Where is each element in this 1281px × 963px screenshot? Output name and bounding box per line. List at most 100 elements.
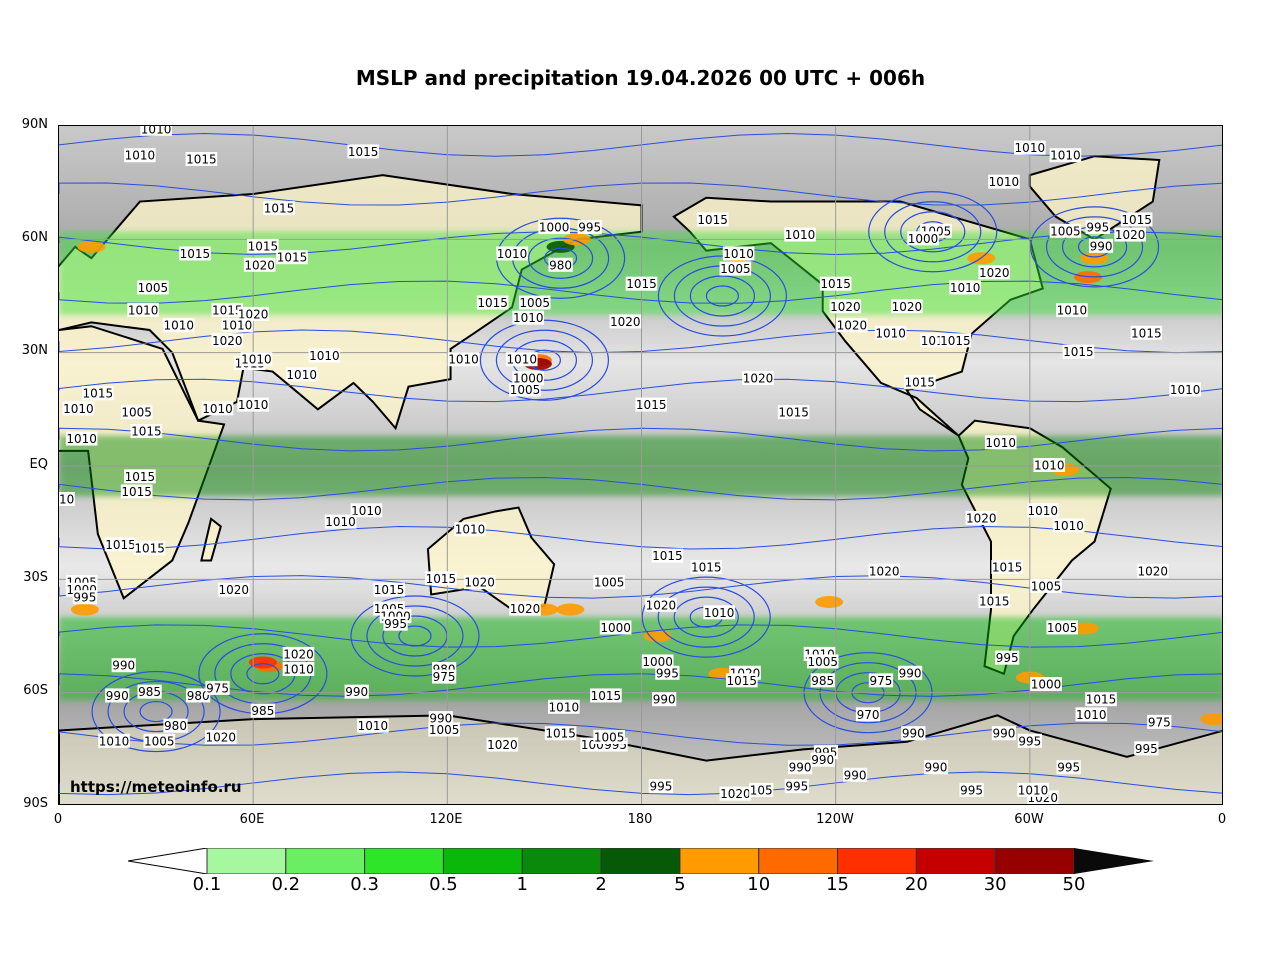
isobar-label-bg bbox=[143, 733, 176, 748]
isobar-label: 995 bbox=[996, 651, 1019, 665]
isobar-label: 1020 bbox=[212, 334, 243, 348]
isobar-label-bg bbox=[777, 405, 810, 420]
isobar-label-bg bbox=[1017, 782, 1049, 797]
isobar-label: 995 bbox=[960, 783, 983, 797]
isobar-label: 1000 bbox=[539, 221, 570, 235]
isobar-contour bbox=[900, 211, 966, 253]
isobar-label: 1015 bbox=[697, 213, 728, 227]
isobar-label: 1005 bbox=[138, 281, 169, 295]
isobar-label-bg bbox=[1120, 212, 1153, 227]
colorbar-label: 20 bbox=[904, 874, 928, 895]
isobar-label: 1010 bbox=[325, 515, 356, 529]
isobar-contour bbox=[657, 586, 755, 648]
lon-label-120e: 120E bbox=[429, 812, 463, 827]
isobar-label-bg bbox=[486, 737, 519, 752]
isobar-label: 1005 bbox=[144, 734, 175, 748]
isobar-label-bg bbox=[1169, 382, 1201, 397]
isobar-label-bg bbox=[347, 144, 379, 159]
isobar-label-bg bbox=[1017, 733, 1042, 748]
isobar-label: 1010 bbox=[1034, 459, 1065, 473]
isobar-label: 1010 bbox=[222, 319, 253, 333]
isobar-label-bg bbox=[179, 246, 211, 261]
isobar-line bbox=[59, 231, 1222, 255]
isobar-label: 1020 bbox=[238, 307, 269, 321]
isobar-label: 1020 bbox=[646, 598, 677, 612]
precip-cell bbox=[556, 603, 585, 616]
isobar-label-bg bbox=[137, 280, 169, 295]
isobar-label: 1020 bbox=[218, 583, 249, 597]
isobar-label: 1020 bbox=[830, 300, 861, 314]
isobar-label: 1010 bbox=[1053, 519, 1084, 533]
isobar-label: 1020 bbox=[510, 602, 541, 616]
isobar-label: 1015 bbox=[212, 304, 243, 318]
isobar-label: 1005 bbox=[720, 262, 751, 276]
isobar-label-bg bbox=[1114, 227, 1146, 242]
isobar-label: 1015 bbox=[905, 375, 936, 389]
isobar-label-bg bbox=[1049, 223, 1082, 238]
isobar-label-bg bbox=[509, 382, 541, 397]
isobar-label-bg bbox=[59, 492, 75, 506]
isobar-label: 975 bbox=[206, 681, 229, 695]
isobar-label: 1010 bbox=[238, 398, 269, 412]
isobar-label: 1005 bbox=[429, 723, 460, 737]
isobar-label-bg bbox=[978, 265, 1011, 280]
isobar-label: 105 bbox=[750, 783, 773, 797]
isobar-label-bg bbox=[635, 397, 668, 412]
isobar-label-bg bbox=[652, 692, 677, 707]
isobar-label: 1005 bbox=[594, 731, 625, 745]
isobar-label: 1010 bbox=[875, 326, 906, 340]
isobar-label: 1010 bbox=[1050, 149, 1081, 163]
isobar-label-bg bbox=[749, 782, 774, 797]
isobar-label: 990 bbox=[925, 761, 948, 775]
isobar-line bbox=[59, 427, 1222, 452]
lon-label-0: 0 bbox=[53, 812, 63, 827]
isobar-label: 1015 bbox=[83, 387, 114, 401]
isobar-label-bg bbox=[593, 575, 625, 590]
isobar-label-bg bbox=[810, 673, 835, 688]
isobar-label: 1015 bbox=[1063, 345, 1094, 359]
isobar-label-bg bbox=[463, 575, 496, 590]
continent-madagascar bbox=[200, 517, 222, 562]
isobar-contour bbox=[1029, 206, 1160, 288]
isobar-label: 995 bbox=[1057, 761, 1080, 775]
isobar-label: 1020 bbox=[206, 731, 237, 745]
isobar-label-bg bbox=[357, 718, 389, 733]
isobar-label: 995 bbox=[656, 666, 679, 680]
isobar-label: 1015 bbox=[1086, 693, 1117, 707]
isobar-contour bbox=[689, 275, 756, 317]
isobar-label-bg bbox=[237, 397, 269, 412]
isobar-label-bg bbox=[1046, 620, 1078, 635]
isobar-label-bg bbox=[590, 688, 622, 703]
isobar-label: 1010 bbox=[283, 663, 314, 677]
isobar-contour bbox=[884, 201, 982, 263]
map-panel[interactable]: 1010 1010 1015 1015 1015 1015 1015 1020 1015 1005… bbox=[58, 125, 1223, 805]
precip-cell bbox=[546, 240, 575, 253]
isobar-label-bg bbox=[185, 152, 218, 166]
isobar-label: 1005 bbox=[1031, 579, 1062, 593]
isobar-label: 1015 bbox=[979, 595, 1010, 609]
isobar-label: 1015 bbox=[134, 542, 165, 556]
precipitation-colorbar bbox=[128, 848, 1154, 874]
isobar-label: 1005 bbox=[510, 383, 541, 397]
colorbar-label: 2 bbox=[595, 874, 607, 895]
isobar-contour bbox=[641, 576, 771, 658]
isobar-label-bg bbox=[205, 680, 230, 695]
isobar-label: 1010 bbox=[985, 436, 1016, 450]
isobar-label-bg bbox=[868, 563, 901, 578]
isobar-label-bg bbox=[577, 220, 602, 234]
isobar-line bbox=[59, 526, 1222, 550]
isobar-label: 995 bbox=[578, 221, 601, 235]
isobar-label: 1010 bbox=[286, 368, 317, 382]
isobar-line bbox=[59, 182, 1222, 206]
isobar-label-bg bbox=[548, 257, 573, 272]
isobar-contour bbox=[139, 700, 173, 723]
isobar-label: 990 bbox=[992, 727, 1015, 741]
isobar-label-bg bbox=[690, 560, 723, 574]
isobar-label: 1010 bbox=[202, 402, 233, 416]
isobar-label: 1010 bbox=[1018, 783, 1049, 797]
isobar-label: 1010 bbox=[63, 402, 94, 416]
isobar-label: 1010 bbox=[59, 493, 74, 507]
isobar-label-bg bbox=[538, 220, 570, 234]
isobar-label: 1010 bbox=[989, 175, 1020, 189]
